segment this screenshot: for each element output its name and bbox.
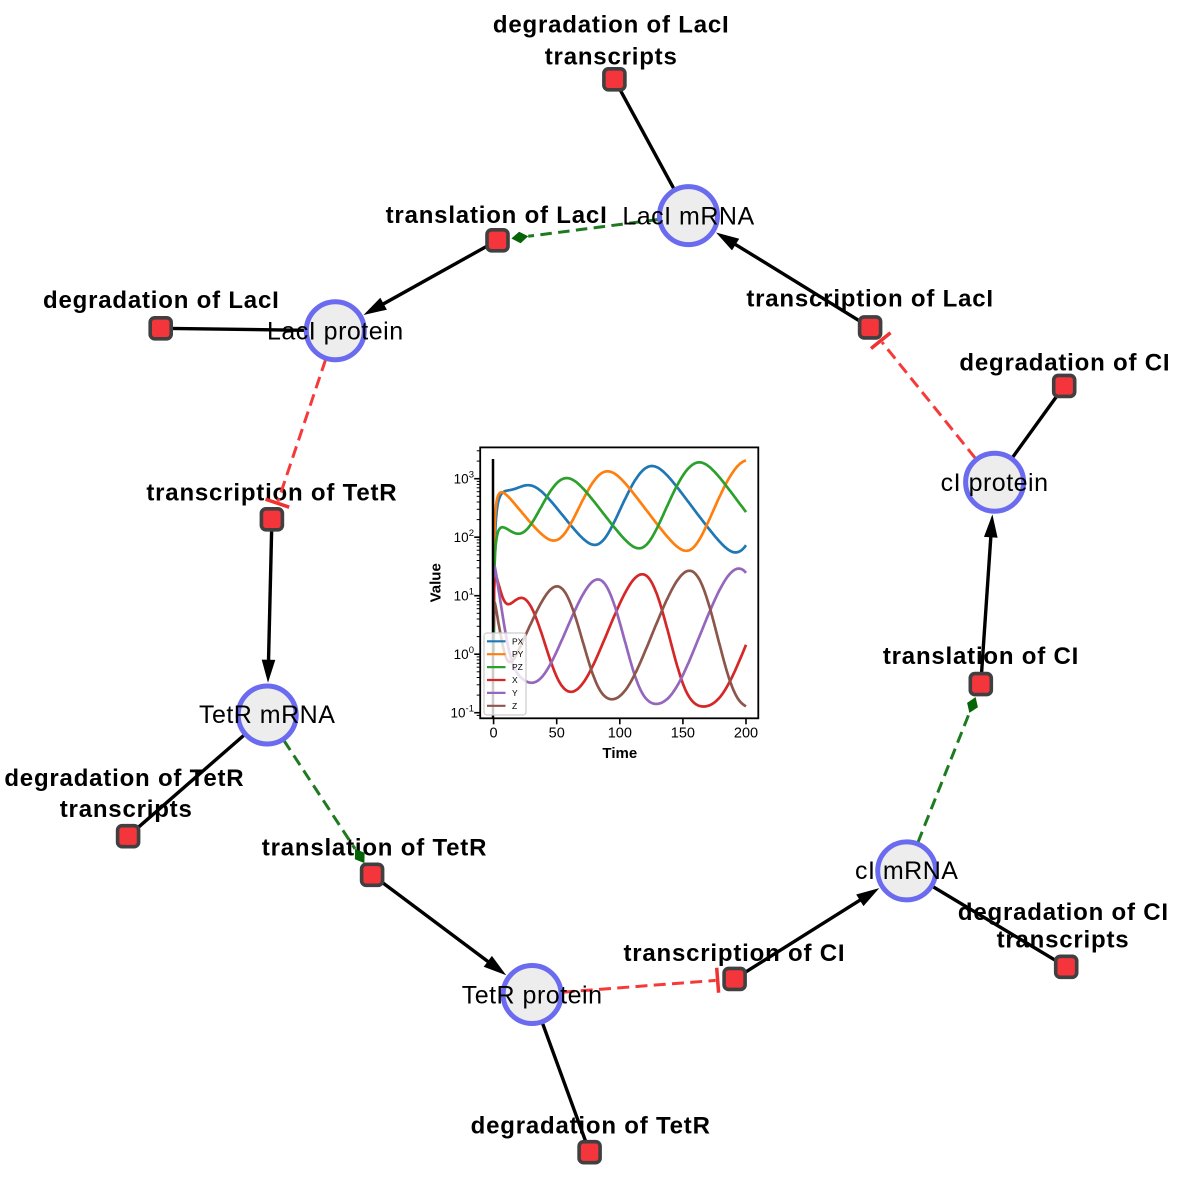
svg-text:degradation of LacI: degradation of LacI (43, 287, 280, 314)
svg-text:200: 200 (734, 726, 758, 742)
svg-text:PZ: PZ (512, 662, 523, 672)
svg-text:transcripts: transcripts (997, 927, 1130, 954)
svg-text:degradation of TetR: degradation of TetR (471, 1112, 711, 1139)
svg-text:150: 150 (671, 726, 695, 742)
svg-text:TetR protein: TetR protein (462, 982, 603, 1010)
svg-text:0: 0 (490, 726, 498, 742)
svg-text:100: 100 (608, 726, 632, 742)
svg-text:translation of TetR: translation of TetR (262, 835, 487, 862)
svg-text:transcription of LacI: transcription of LacI (746, 286, 994, 313)
svg-text:Value: Value (428, 563, 445, 602)
svg-text:LacI mRNA: LacI mRNA (622, 203, 754, 231)
svg-text:Y: Y (512, 688, 518, 698)
svg-text:degradation of TetR: degradation of TetR (4, 765, 244, 792)
svg-text:X: X (512, 675, 518, 685)
svg-text:LacI protein: LacI protein (267, 318, 404, 346)
svg-text:50: 50 (549, 726, 565, 742)
svg-text:degradation of LacI: degradation of LacI (493, 11, 730, 38)
svg-text:transcripts: transcripts (60, 796, 193, 823)
svg-text:degradation of CI: degradation of CI (959, 349, 1170, 376)
svg-text:transcription of CI: transcription of CI (623, 940, 845, 967)
svg-text:PY: PY (512, 649, 524, 659)
svg-text:Z: Z (512, 701, 517, 711)
svg-text:PX: PX (512, 636, 524, 646)
svg-text:TetR mRNA: TetR mRNA (199, 701, 335, 729)
svg-text:transcripts: transcripts (545, 43, 678, 70)
svg-text:translation of LacI: translation of LacI (386, 202, 608, 229)
svg-text:cI protein: cI protein (941, 469, 1049, 497)
svg-text:cI mRNA: cI mRNA (855, 857, 959, 885)
svg-text:Time: Time (602, 745, 637, 762)
